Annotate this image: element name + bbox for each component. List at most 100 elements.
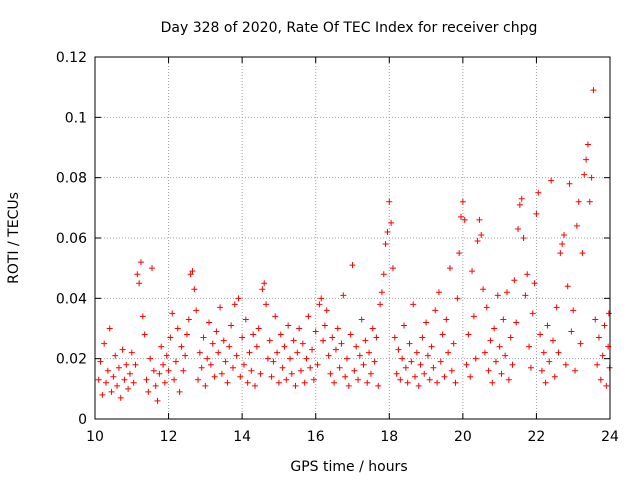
data-point [185, 316, 192, 323]
data-point [161, 379, 168, 386]
data-point [110, 373, 117, 380]
data-point [562, 361, 569, 368]
data-point [95, 376, 102, 383]
data-point [386, 198, 393, 205]
data-point [220, 337, 227, 344]
data-point [378, 289, 385, 296]
data-point [340, 292, 347, 299]
data-point [342, 373, 349, 380]
data-point [454, 295, 461, 302]
data-point [575, 198, 582, 205]
data-point [224, 379, 231, 386]
chart-title: Day 328 of 2020, Rate Of TEC Index for r… [161, 20, 538, 36]
data-point [281, 343, 288, 350]
data-point [178, 343, 185, 350]
x-tick-label: 24 [601, 429, 619, 445]
data-point [288, 370, 295, 377]
data-point [369, 325, 376, 332]
data-point [465, 331, 472, 338]
data-point [605, 310, 612, 317]
data-point [391, 334, 398, 341]
data-point [355, 376, 362, 383]
data-point [410, 301, 417, 308]
data-point [434, 379, 441, 386]
data-point [544, 322, 551, 329]
data-point [286, 355, 293, 362]
data-point [130, 379, 137, 386]
data-point [516, 201, 523, 208]
data-point [551, 373, 558, 380]
data-point [257, 370, 264, 377]
data-point [191, 286, 198, 293]
x-tick-label: 16 [307, 429, 325, 445]
data-point [266, 337, 273, 344]
x-tick-label: 14 [233, 429, 251, 445]
data-point [533, 210, 540, 217]
data-point [114, 382, 121, 389]
data-point [351, 367, 358, 374]
data-point [334, 325, 341, 332]
y-tick-label: 0.1 [65, 110, 87, 126]
data-point [360, 361, 367, 368]
data-point [441, 373, 448, 380]
data-point [380, 271, 387, 278]
data-point [537, 331, 544, 338]
data-point [524, 271, 531, 278]
data-point [242, 316, 249, 323]
data-point [599, 352, 606, 359]
data-point [222, 358, 229, 365]
data-point [445, 349, 452, 356]
y-tick-label: 0.12 [56, 50, 87, 66]
data-point [213, 328, 220, 335]
data-point [413, 349, 420, 356]
data-point [145, 388, 152, 395]
data-point [261, 280, 268, 287]
x-axis-label: GPS time / hours [290, 459, 407, 475]
data-point [290, 337, 297, 344]
data-point [467, 373, 474, 380]
data-point [277, 331, 284, 338]
data-point [332, 346, 339, 353]
data-point [195, 376, 201, 383]
data-point [309, 346, 316, 353]
data-point [481, 349, 488, 356]
data-point [259, 286, 266, 293]
data-point [529, 310, 536, 317]
data-point [579, 250, 586, 257]
data-point [321, 322, 328, 329]
data-point [573, 222, 580, 229]
data-point [450, 340, 457, 347]
data-point [169, 310, 176, 317]
data-point [557, 250, 564, 257]
data-point [154, 397, 161, 404]
data-point [428, 343, 435, 350]
data-point [141, 331, 148, 338]
data-point [218, 370, 225, 377]
data-point [538, 367, 545, 374]
data-point [264, 355, 271, 362]
data-point [97, 358, 104, 365]
data-point [430, 364, 437, 371]
data-point [272, 313, 279, 320]
data-point [196, 349, 203, 356]
data-point [423, 319, 430, 326]
data-point [165, 367, 172, 374]
data-point [279, 364, 286, 371]
data-point [456, 250, 463, 257]
data-point [559, 241, 566, 248]
data-point [402, 364, 409, 371]
data-point [182, 352, 189, 359]
data-point [419, 334, 426, 341]
data-point [362, 337, 369, 344]
data-point [202, 382, 209, 389]
data-point [439, 331, 446, 338]
data-point [327, 370, 334, 377]
data-point [500, 316, 507, 323]
data-point [152, 382, 159, 389]
data-point [206, 319, 213, 326]
data-point [478, 231, 485, 238]
data-point [252, 382, 259, 389]
data-point [364, 379, 371, 386]
data-point [415, 382, 422, 389]
data-point [353, 343, 360, 350]
